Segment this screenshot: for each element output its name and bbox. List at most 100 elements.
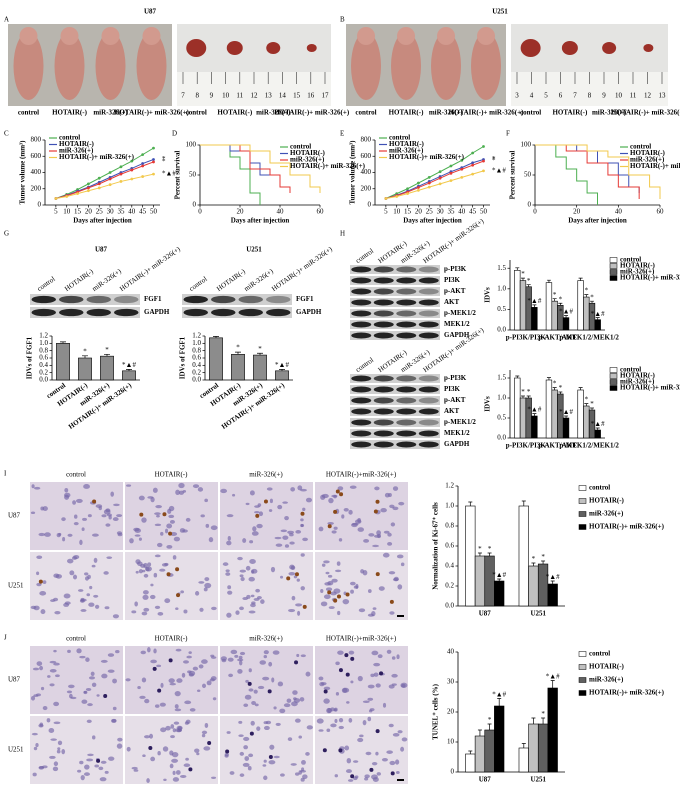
ruler-number: 10 xyxy=(222,92,230,100)
nucleus xyxy=(103,571,109,575)
blot-band xyxy=(418,288,439,295)
nucleus xyxy=(178,482,185,489)
photo-caption: HOTAIR(-) xyxy=(217,109,253,117)
ruler-number: 9 xyxy=(602,92,606,100)
blot-band xyxy=(396,321,417,328)
nucleus xyxy=(338,538,343,542)
stained-cell xyxy=(225,749,230,754)
nucleus xyxy=(47,675,51,678)
nucleus xyxy=(101,514,107,518)
x-tick-label: 50 xyxy=(480,208,488,216)
nucleus xyxy=(375,683,381,688)
data-point xyxy=(460,158,464,162)
bar xyxy=(514,269,521,331)
error-bar xyxy=(126,369,132,371)
x-tick-label: 60 xyxy=(317,208,325,216)
nucleus xyxy=(227,585,232,590)
nucleus xyxy=(378,586,385,591)
panel-label: C xyxy=(4,130,9,138)
nucleus xyxy=(64,487,69,493)
tumor xyxy=(602,42,617,54)
nucleus xyxy=(272,650,280,655)
nucleus xyxy=(248,576,255,582)
nucleus xyxy=(70,696,77,700)
nucleus xyxy=(242,538,247,543)
legend-label: HOTAIR(-)+ miR-326(+) xyxy=(389,153,465,161)
nucleus xyxy=(287,737,293,742)
nucleus xyxy=(255,588,260,593)
nucleus xyxy=(387,532,392,537)
nucleus xyxy=(84,764,90,770)
nucleus xyxy=(384,492,390,498)
bar xyxy=(209,337,223,381)
protein-label: AKT xyxy=(444,407,460,415)
photo-caption: control xyxy=(18,109,39,117)
nucleus xyxy=(318,526,324,532)
blot-band xyxy=(86,308,111,317)
legend-swatch xyxy=(578,677,587,683)
blot-band xyxy=(211,308,236,317)
stained-cell xyxy=(255,513,260,518)
data-point xyxy=(97,176,101,180)
annotation: *▲# xyxy=(527,406,541,414)
annotation: *▲# xyxy=(591,420,605,428)
nucleus xyxy=(91,682,97,688)
legend-label: miR-326(+) xyxy=(589,510,624,518)
bar xyxy=(528,723,539,773)
blot-band xyxy=(238,295,263,304)
legend-label: control xyxy=(630,143,651,151)
nucleus xyxy=(256,523,263,529)
nucleus xyxy=(374,486,380,491)
bar xyxy=(474,555,486,607)
nucleus xyxy=(212,697,217,701)
nucleus xyxy=(169,519,175,524)
nucleus xyxy=(81,527,85,531)
blot-band xyxy=(351,430,372,437)
bar xyxy=(531,415,538,439)
cell-title: U87 xyxy=(144,8,157,16)
tumor xyxy=(520,39,541,57)
nucleus xyxy=(49,755,56,759)
stained-cell xyxy=(92,499,97,504)
blot-band xyxy=(396,386,417,393)
bar xyxy=(519,280,527,331)
nucleus xyxy=(268,509,273,512)
blot-band xyxy=(211,295,236,304)
series-line xyxy=(385,146,484,199)
y-tick-label: 0 xyxy=(368,201,372,209)
bar xyxy=(56,343,70,381)
bar xyxy=(465,753,476,773)
y-tick-label: 0.4 xyxy=(39,361,48,369)
y-tick-label: 50 xyxy=(524,171,532,179)
nucleus xyxy=(166,523,173,529)
legend-swatch xyxy=(609,263,618,269)
blot-band xyxy=(396,310,417,317)
nucleus xyxy=(175,489,180,495)
nucleus xyxy=(336,561,341,566)
nucleus xyxy=(333,526,338,530)
nucleus xyxy=(196,752,200,756)
annotation: *▲# xyxy=(527,297,541,305)
annotation: * xyxy=(559,295,563,303)
nucleus xyxy=(42,506,48,512)
blot-band xyxy=(396,430,417,437)
nucleus xyxy=(201,730,208,735)
nucleus xyxy=(112,678,117,684)
nucleus xyxy=(203,746,211,751)
blot-band xyxy=(59,295,84,304)
blot-band xyxy=(351,288,372,295)
blot-strip xyxy=(350,374,440,383)
nucleus xyxy=(146,778,150,783)
blot-band xyxy=(266,308,291,317)
nucleus xyxy=(62,537,66,542)
survival-line xyxy=(535,144,598,205)
nucleus xyxy=(154,512,161,516)
x-tick-label: p-MEK1/2/MEK1/2 xyxy=(559,442,619,450)
annotation: * xyxy=(521,270,525,278)
annotation: *▲# xyxy=(546,673,560,681)
nucleus xyxy=(57,740,63,746)
nucleus xyxy=(359,734,364,738)
protein-label: GAPDH xyxy=(444,440,470,448)
nucleus xyxy=(348,718,353,723)
bar xyxy=(551,389,558,439)
